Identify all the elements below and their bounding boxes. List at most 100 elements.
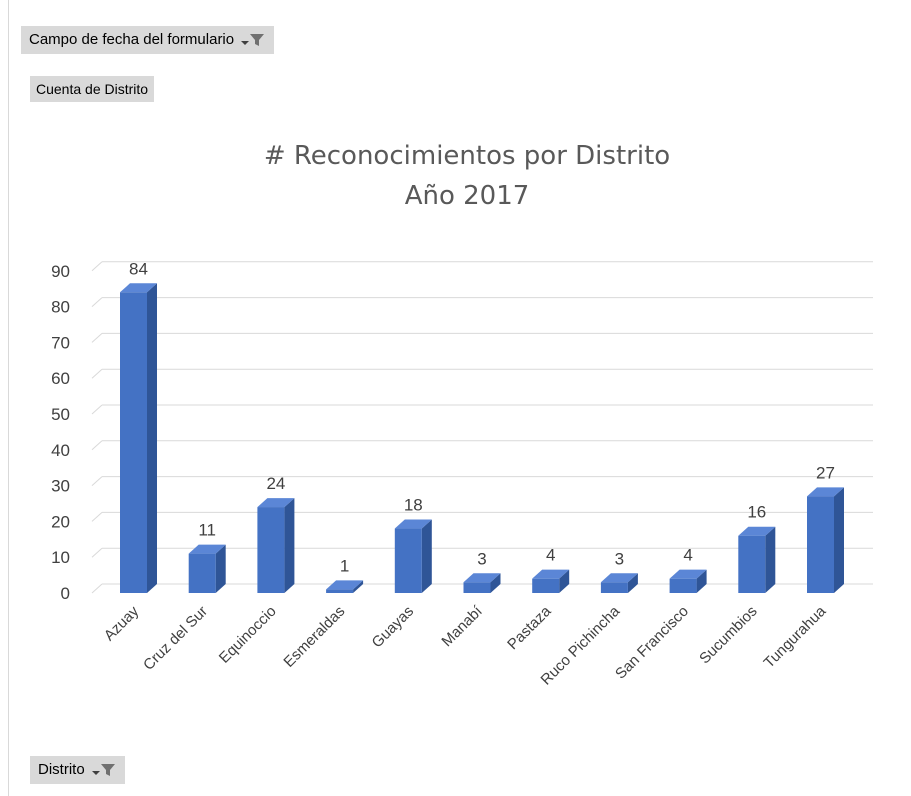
bar — [669, 569, 707, 593]
bar — [807, 487, 844, 593]
bar-side — [147, 283, 157, 593]
y-tick-label: 40 — [51, 441, 70, 460]
axis-field-label: Distrito — [38, 761, 85, 778]
bar-side — [696, 569, 707, 593]
y-tick-label: 50 — [51, 405, 70, 424]
bar-top — [120, 283, 157, 293]
gridline-depth — [91, 297, 103, 307]
bar — [326, 580, 364, 593]
bar-side — [490, 573, 501, 593]
left-border — [8, 0, 9, 796]
bar-front — [257, 507, 285, 593]
y-axis: 0 10 20 30 40 50 60 70 80 90 — [51, 262, 70, 603]
bar-top — [326, 580, 364, 590]
bar-front — [188, 553, 216, 593]
x-tick-label: Azuay — [101, 602, 143, 644]
bar-front — [600, 582, 628, 593]
y-tick-label: 10 — [51, 548, 70, 567]
bar — [394, 519, 432, 593]
bar-front — [326, 589, 354, 593]
data-label: 16 — [747, 503, 766, 522]
chart-title-line: Año 2017 — [405, 181, 530, 211]
data-label: 24 — [266, 474, 285, 493]
bar-side — [215, 544, 226, 593]
y-tick-label: 20 — [51, 512, 70, 531]
bar-top — [188, 544, 226, 554]
bar — [188, 544, 226, 593]
bars — [120, 283, 844, 593]
gridline-depth — [91, 368, 103, 379]
bar-top — [669, 569, 707, 579]
x-tick-label: Pastaza — [504, 602, 555, 653]
date-field-filter-button[interactable]: Campo de fecha del formulario — [21, 26, 275, 54]
data-label: 27 — [816, 463, 835, 482]
bar-top — [257, 498, 295, 508]
bar — [532, 569, 570, 593]
x-tick-label: San Francisco — [612, 603, 692, 683]
data-labels: 84 11 24 1 18 3 4 3 4 16 27 — [129, 259, 835, 575]
value-field-button[interactable]: Cuenta de Distrito — [30, 76, 155, 102]
y-tick-label: 90 — [51, 262, 70, 281]
bar-side — [559, 569, 570, 593]
bar-top — [394, 519, 432, 529]
bar-front — [463, 582, 491, 593]
x-tick-label: Tungurahua — [760, 602, 829, 671]
y-tick-label: 80 — [51, 298, 70, 317]
bar-top — [738, 526, 776, 536]
filter-icon — [91, 762, 117, 778]
gridline-depth — [91, 333, 103, 343]
data-label: 4 — [683, 546, 692, 565]
gridline-depth — [91, 404, 103, 415]
data-label: 3 — [615, 549, 624, 568]
bar-side — [765, 526, 776, 593]
data-label: 18 — [404, 496, 423, 515]
bar — [120, 283, 157, 593]
axis-field-filter-button[interactable]: Distrito — [30, 756, 125, 784]
bar-front — [394, 528, 422, 593]
y-tick-label: 60 — [51, 369, 70, 388]
bar — [600, 573, 638, 593]
gridlines — [91, 261, 873, 594]
data-label: 4 — [546, 546, 555, 565]
bar-top — [463, 573, 501, 583]
bar-top — [600, 573, 638, 583]
bar-front — [120, 292, 147, 593]
date-field-label: Campo de fecha del formulario — [29, 31, 235, 48]
bar-side — [284, 498, 295, 593]
bar-top — [807, 487, 844, 497]
data-label: 84 — [129, 259, 148, 278]
x-tick-label: Manabí — [438, 602, 486, 650]
x-tick-label: Cruz del Sur — [140, 603, 211, 674]
gridline-depth — [91, 440, 103, 451]
bar-front — [669, 578, 697, 593]
x-tick-label: Equinoccio — [216, 603, 280, 667]
y-tick-label: 70 — [51, 333, 70, 352]
y-tick-label: 0 — [61, 584, 70, 603]
chart-title-line: # Reconocimientos por Distrito — [264, 141, 670, 171]
gridline-depth — [91, 583, 103, 594]
gridline-depth — [91, 512, 103, 522]
bar-side — [627, 573, 638, 593]
bar-front — [532, 578, 560, 593]
data-label: 1 — [340, 556, 349, 575]
x-tick-label: Sucumbios — [696, 603, 760, 667]
bar-front — [807, 496, 834, 593]
x-tick-label: Esmeraldas — [280, 603, 348, 671]
bar — [738, 526, 776, 593]
value-field-label: Cuenta de Distrito — [36, 81, 149, 97]
bar — [257, 498, 295, 593]
data-label: 3 — [477, 549, 486, 568]
y-tick-label: 30 — [51, 477, 70, 496]
gridline-depth — [91, 261, 103, 272]
bar-side — [353, 580, 364, 593]
bar-side — [834, 487, 844, 593]
x-tick-label: Guayas — [369, 603, 418, 652]
filter-icon — [240, 32, 266, 48]
bar-top — [532, 569, 570, 579]
bar — [463, 573, 501, 593]
bar-front — [738, 535, 766, 593]
bar-side — [421, 519, 432, 593]
gridline-depth — [91, 547, 103, 558]
